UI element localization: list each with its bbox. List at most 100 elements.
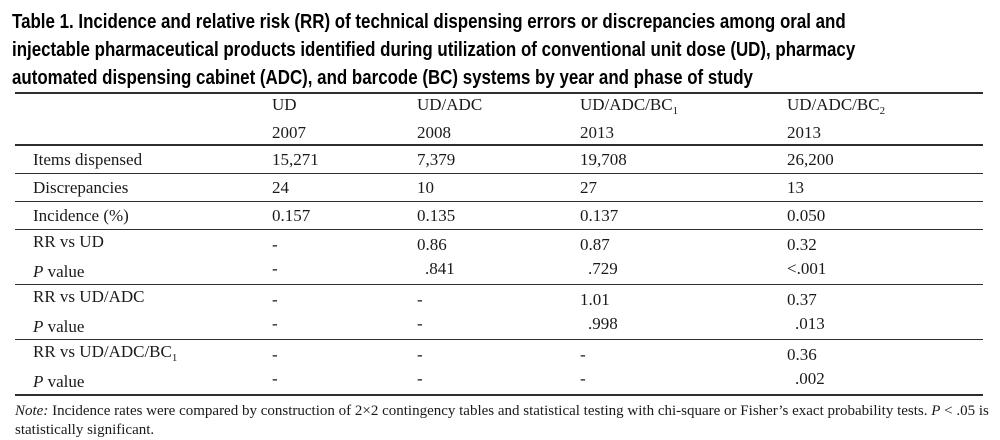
table-caption-text: Table 1. Incidence and relative risk (RR… xyxy=(12,8,1000,92)
row-label-group: RR vs UD P value xyxy=(15,230,272,285)
table-cell: 19,708 xyxy=(580,149,627,169)
table-row-rr-vs-ud: RR vs UD P value - - 0.86 .841 0.87 .729… xyxy=(15,230,983,285)
note-p-italic: P xyxy=(931,403,941,419)
column-header-subscript: 2 xyxy=(879,105,886,117)
table-cell: 0.135 xyxy=(417,205,456,225)
table-cell: 7,379 xyxy=(417,149,456,169)
row-label: RR vs UD xyxy=(33,232,104,251)
column-header-year: 2013 xyxy=(787,123,821,142)
p-value: - xyxy=(272,259,278,278)
column-header-label: UD xyxy=(272,95,297,114)
table-cell-group: - - xyxy=(272,340,417,396)
table-number: Table 1. xyxy=(12,11,74,33)
p-value: .013 xyxy=(795,314,825,333)
table-cell-group: 0.86 .841 xyxy=(417,230,580,285)
p-label-italic: P xyxy=(33,317,44,336)
column-header-ud: UD 2007 xyxy=(272,93,417,145)
p-label-italic: P xyxy=(33,372,44,391)
rr-value: 0.36 xyxy=(787,345,817,364)
rr-value: - xyxy=(417,290,423,309)
p-value: - xyxy=(580,369,586,388)
p-value: - xyxy=(272,314,278,333)
table-cell: 13 xyxy=(787,177,804,197)
p-value: .729 xyxy=(588,259,618,278)
row-label: RR vs UD/ADC xyxy=(33,287,145,306)
p-label-rest: value xyxy=(43,262,85,281)
header-empty-cell xyxy=(15,93,272,145)
rr-value: 0.37 xyxy=(787,290,817,309)
p-value: - xyxy=(272,369,278,388)
footnote-line-1: Note: Incidence rates were compared by c… xyxy=(15,402,1000,421)
rr-value: - xyxy=(272,290,278,309)
table-cell: 24 xyxy=(272,177,289,197)
p-label-italic: P xyxy=(33,262,44,281)
row-label: Incidence (%) xyxy=(33,205,129,225)
note-body: Incidence rates were compared by constru… xyxy=(48,403,932,419)
table-row-rr-vs-ud-adc-bc1: RR vs UD/ADC/BC1 P value - - - - - - 0.3… xyxy=(15,340,983,396)
p-value: .002 xyxy=(795,369,825,388)
table-cell-group: - - xyxy=(272,285,417,340)
table-caption: Table 1. Incidence and relative risk (RR… xyxy=(12,8,1000,92)
table-cell: 0.050 xyxy=(787,205,826,225)
caption-line-2: injectable pharmaceutical products ident… xyxy=(12,39,856,61)
table-cell-group: 1.01 .998 xyxy=(580,285,787,340)
table-cell: 26,200 xyxy=(787,149,834,169)
table-cell: 15,271 xyxy=(272,149,319,169)
table-cell-group: - - xyxy=(272,230,417,285)
row-label-subscript: 1 xyxy=(171,352,178,364)
caption-line-3: automated dispensing cabinet (ADC), and … xyxy=(12,67,753,89)
table-row-items-dispensed: Items dispensed 15,271 7,379 19,708 26,2… xyxy=(15,145,983,174)
column-header-ud-adc: UD/ADC 2008 xyxy=(417,93,580,145)
rr-value: - xyxy=(580,345,586,364)
column-header-label: UD/ADC/BC xyxy=(580,95,673,114)
p-label-rest: value xyxy=(43,317,85,336)
row-label: Discrepancies xyxy=(33,177,129,197)
table-row-rr-vs-ud-adc: RR vs UD/ADC P value - - - - 1.01 .998 0… xyxy=(15,285,983,340)
column-header-year: 2007 xyxy=(272,123,306,142)
table-cell-group: - - xyxy=(417,340,580,396)
note-label: Note: xyxy=(15,403,49,419)
row-label-group: RR vs UD/ADC P value xyxy=(15,285,272,340)
p-value: - xyxy=(417,314,423,333)
column-header-year: 2013 xyxy=(580,123,614,142)
table-cell-group: 0.37 .013 xyxy=(787,285,983,340)
row-label: RR vs UD/ADC/BC xyxy=(33,342,172,361)
footnote-line-2: statistically significant. xyxy=(15,422,155,438)
table-cell: 27 xyxy=(580,177,597,197)
column-header-ud-adc-bc1: UD/ADC/BC1 2013 xyxy=(580,93,787,145)
column-header-ud-adc-bc2: UD/ADC/BC2 2013 xyxy=(787,93,983,145)
rr-value: - xyxy=(272,235,278,254)
rr-value: 0.87 xyxy=(580,235,610,254)
table-cell-group: 0.36 .002 xyxy=(787,340,983,396)
row-label-group: RR vs UD/ADC/BC1 P value xyxy=(15,340,272,396)
p-value: - xyxy=(417,369,423,388)
results-table: UD 2007 UD/ADC 2008 UD/ADC/BC1 2013 UD/A… xyxy=(15,92,983,396)
table-cell-group: - - xyxy=(417,285,580,340)
rr-value: 1.01 xyxy=(580,290,610,309)
rr-value: - xyxy=(272,345,278,364)
column-header-subscript: 1 xyxy=(672,105,679,117)
column-header-label: UD/ADC xyxy=(417,95,483,114)
table-cell: 0.137 xyxy=(580,205,619,225)
note-tail: < .05 is xyxy=(940,403,989,419)
table-cell-group: 0.32 <.001 xyxy=(787,230,983,285)
rr-value: 0.32 xyxy=(787,235,817,254)
table-cell: 0.157 xyxy=(272,205,311,225)
table-cell: 10 xyxy=(417,177,434,197)
table-row-discrepancies: Discrepancies 24 10 27 13 xyxy=(15,174,983,202)
header-row: UD 2007 UD/ADC 2008 UD/ADC/BC1 2013 UD/A… xyxy=(15,93,983,145)
rr-value: - xyxy=(417,345,423,364)
p-value: <.001 xyxy=(787,259,827,278)
table-row-incidence: Incidence (%) 0.157 0.135 0.137 0.050 xyxy=(15,202,983,230)
table-footnote: Note: Incidence rates were compared by c… xyxy=(15,402,1000,440)
rr-value: 0.86 xyxy=(417,235,447,254)
p-value: .998 xyxy=(588,314,618,333)
p-value: .841 xyxy=(425,259,455,278)
column-header-label: UD/ADC/BC xyxy=(787,95,880,114)
column-header-year: 2008 xyxy=(417,123,451,142)
table-cell-group: - - xyxy=(580,340,787,396)
row-label: Items dispensed xyxy=(33,149,143,169)
caption-text-1: Incidence and relative risk (RR) of tech… xyxy=(73,11,846,33)
table-cell-group: 0.87 .729 xyxy=(580,230,787,285)
p-label-rest: value xyxy=(43,372,85,391)
